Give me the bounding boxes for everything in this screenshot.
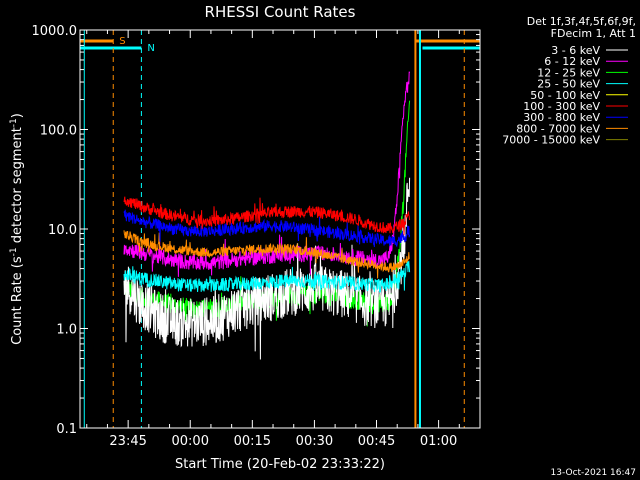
y-tick-label: 10.0 bbox=[48, 223, 77, 238]
legend-label: 6 - 12 keV bbox=[544, 55, 600, 68]
y-tick-label: 0.1 bbox=[56, 422, 77, 437]
y-axis-label: Count Rate (s-1 detector segment-1) bbox=[9, 113, 25, 345]
saa-marker-label: S bbox=[119, 36, 125, 47]
legend-label: 7000 - 15000 keV bbox=[502, 134, 600, 147]
series-line bbox=[123, 196, 411, 236]
legend-label: 25 - 50 keV bbox=[537, 78, 600, 91]
x-tick-label: 00:30 bbox=[296, 434, 333, 449]
y-label-part: detector segment bbox=[10, 127, 25, 247]
x-axis-label: Start Time (20-Feb-02 23:33:22) bbox=[175, 457, 385, 472]
series-line bbox=[123, 209, 411, 248]
timestamp: 13-Oct-2021 16:47 bbox=[551, 468, 636, 478]
y-label-part: Count Rate (s bbox=[10, 256, 25, 345]
chart-title: RHESSI Count Rates bbox=[205, 3, 356, 21]
legend-label: 50 - 100 keV bbox=[530, 89, 600, 102]
series-line bbox=[123, 230, 410, 279]
series-line bbox=[123, 71, 411, 277]
x-tick-label: 00:00 bbox=[172, 434, 209, 449]
y-tick-label: 1000.0 bbox=[32, 24, 78, 39]
series-line bbox=[123, 260, 411, 293]
y-label-part: ) bbox=[10, 113, 25, 118]
y-tick-label: 1.0 bbox=[56, 323, 77, 338]
legend-label: 3 - 6 keV bbox=[551, 44, 600, 57]
legend-label: 300 - 800 keV bbox=[523, 111, 600, 124]
legend-header: FDecim 1, Att 1 bbox=[551, 27, 636, 40]
y-label-superscript: -1 bbox=[9, 247, 19, 256]
legend-label: 12 - 25 keV bbox=[537, 66, 600, 79]
legend-header: Det 1f,3f,4f,5f,6f,9f, bbox=[527, 15, 636, 28]
x-tick-label: 01:00 bbox=[420, 434, 457, 449]
x-tick-label: 23:45 bbox=[109, 434, 146, 449]
legend: Det 1f,3f,4f,5f,6f,9f,FDecim 1, Att 1 3 -… bbox=[502, 15, 636, 147]
y-tick-label: 100.0 bbox=[40, 124, 77, 139]
night-marker-label: N bbox=[147, 43, 154, 54]
legend-label: 100 - 300 keV bbox=[523, 100, 600, 113]
x-tick-label: 00:45 bbox=[358, 434, 395, 449]
series-line bbox=[123, 177, 411, 360]
y-label-superscript: -1 bbox=[9, 118, 19, 127]
legend-label: 800 - 7000 keV bbox=[516, 122, 600, 135]
x-tick-label: 00:15 bbox=[234, 434, 271, 449]
